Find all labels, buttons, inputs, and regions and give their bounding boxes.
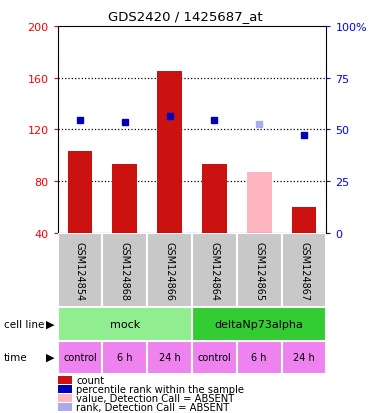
Text: control: control (197, 352, 231, 362)
Text: ▶: ▶ (46, 319, 54, 329)
Text: cell line: cell line (4, 319, 44, 329)
Text: mock: mock (109, 319, 140, 329)
Bar (237, 341, 282, 374)
Text: GDS2420 / 1425687_at: GDS2420 / 1425687_at (108, 10, 263, 23)
Bar (147, 233, 192, 308)
Text: GSM124864: GSM124864 (209, 241, 219, 300)
Bar (58, 233, 102, 308)
Bar (192, 308, 326, 341)
Text: 24 h: 24 h (293, 352, 315, 362)
Text: GSM124868: GSM124868 (120, 241, 130, 300)
Bar (147, 341, 192, 374)
Bar (58, 341, 102, 374)
Text: rank, Detection Call = ABSENT: rank, Detection Call = ABSENT (76, 402, 229, 412)
Text: GSM124866: GSM124866 (165, 241, 175, 300)
Bar (112, 165, 137, 233)
Text: time: time (4, 352, 27, 362)
Text: count: count (76, 375, 104, 385)
Bar (192, 341, 237, 374)
Bar (282, 233, 326, 308)
Text: GSM124867: GSM124867 (299, 241, 309, 300)
Bar (102, 233, 147, 308)
Bar (58, 308, 192, 341)
Bar (292, 207, 316, 233)
Text: ▶: ▶ (46, 352, 54, 362)
Bar (68, 152, 92, 233)
Bar (102, 341, 147, 374)
Text: percentile rank within the sample: percentile rank within the sample (76, 384, 244, 394)
Bar (192, 233, 237, 308)
Bar (247, 173, 272, 233)
Bar (202, 165, 227, 233)
Text: deltaNp73alpha: deltaNp73alpha (215, 319, 304, 329)
Bar (157, 72, 182, 233)
Text: GSM124865: GSM124865 (254, 241, 264, 300)
Text: 6 h: 6 h (117, 352, 132, 362)
Text: control: control (63, 352, 97, 362)
Text: 6 h: 6 h (252, 352, 267, 362)
Text: value, Detection Call = ABSENT: value, Detection Call = ABSENT (76, 393, 234, 403)
Text: 24 h: 24 h (159, 352, 180, 362)
Text: GSM124854: GSM124854 (75, 241, 85, 300)
Bar (282, 341, 326, 374)
Bar (237, 233, 282, 308)
